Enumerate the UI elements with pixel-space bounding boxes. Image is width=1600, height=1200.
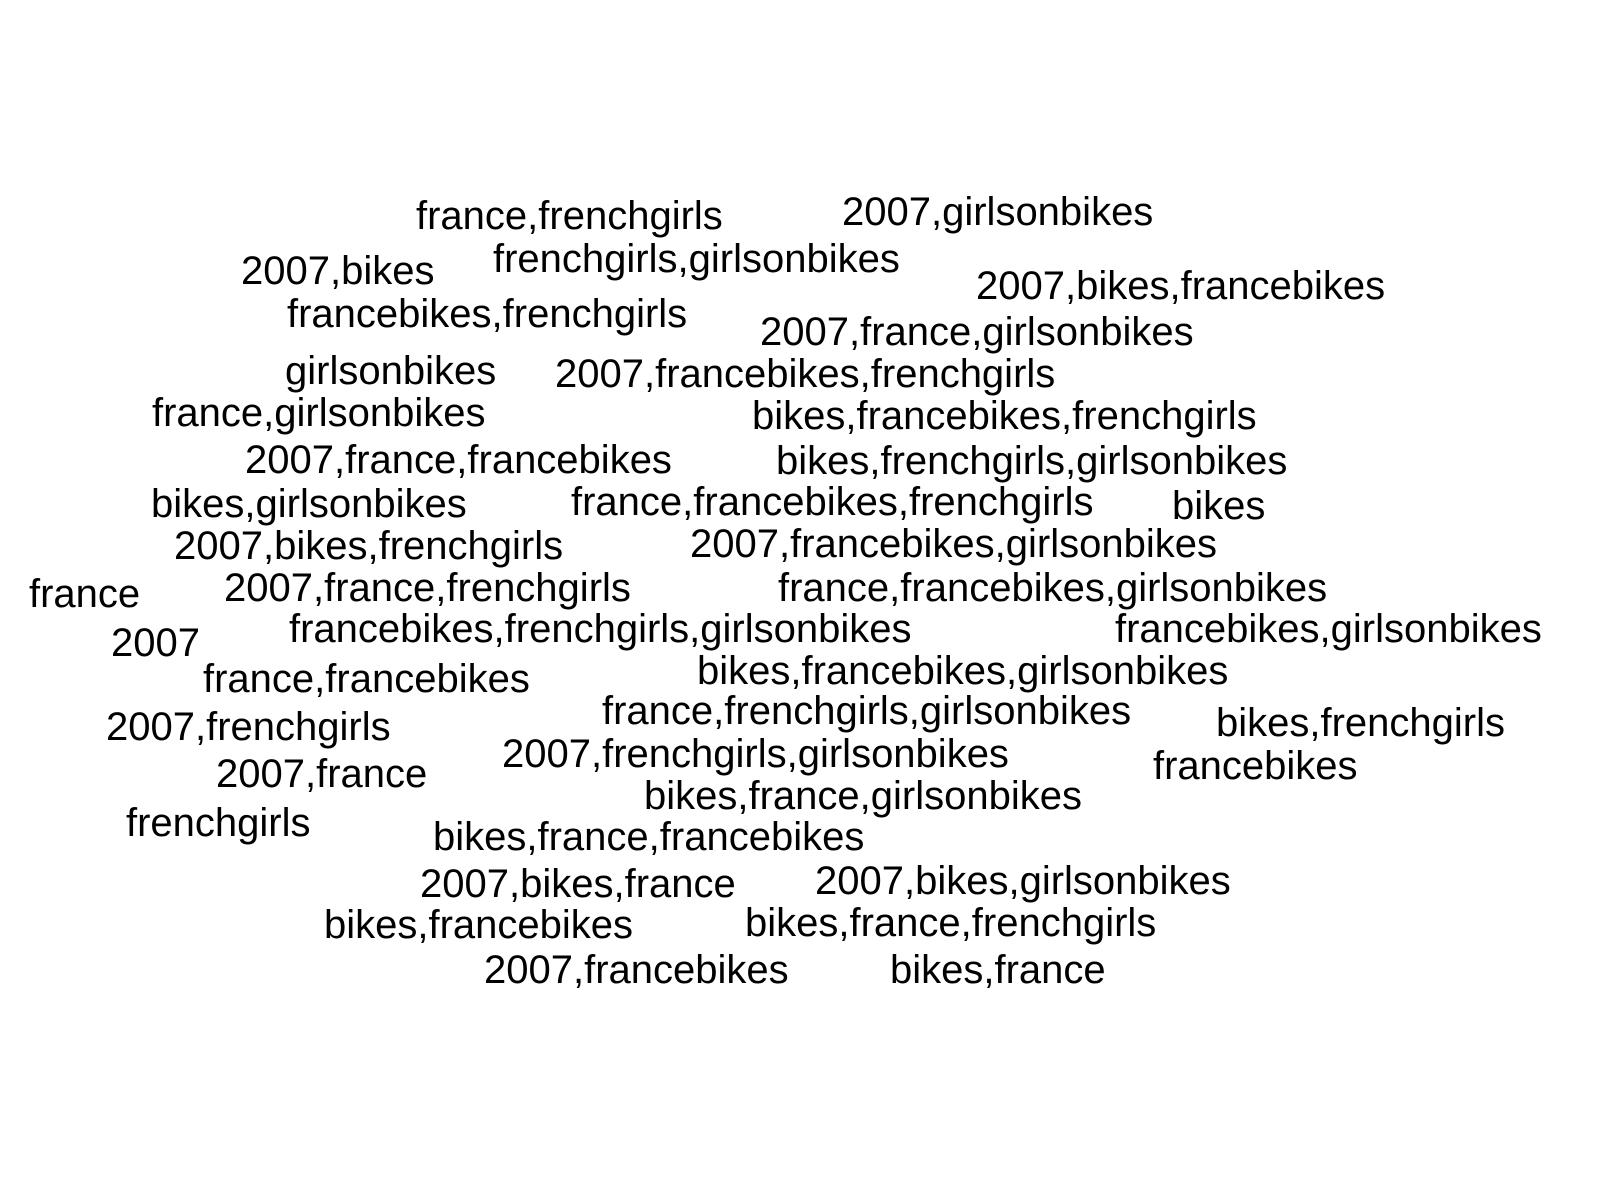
word-label: france,girlsonbikes — [152, 391, 486, 435]
word-label: 2007,bikes — [241, 249, 435, 293]
word-label: frenchgirls,girlsonbikes — [493, 237, 900, 281]
word-label: france,frenchgirls,girlsonbikes — [602, 689, 1132, 733]
word-label: bikes,france,frenchgirls — [745, 901, 1157, 945]
word-label: 2007,girlsonbikes — [842, 190, 1154, 234]
word-label: bikes,france,francebikes — [433, 815, 865, 859]
word-label: bikes,frenchgirls,girlsonbikes — [776, 439, 1288, 483]
word-label: 2007,francebikes — [484, 948, 789, 992]
word-label: bikes,francebikes — [324, 903, 634, 947]
word-label: bikes,frenchgirls — [1216, 701, 1506, 745]
word-label: 2007,france,francebikes — [245, 438, 672, 482]
word-label: francebikes,frenchgirls,girlsonbikes — [289, 607, 912, 651]
word-label: bikes,france — [890, 948, 1106, 992]
word-label: 2007,france,frenchgirls — [224, 566, 631, 610]
word-label: bikes,france,girlsonbikes — [644, 774, 1082, 818]
word-label: bikes,francebikes,frenchgirls — [752, 394, 1257, 438]
word-label: frenchgirls — [126, 801, 311, 845]
word-label: 2007,bikes,girlsonbikes — [815, 859, 1231, 903]
word-label: francebikes — [1153, 744, 1358, 788]
word-label: 2007,frenchgirls — [106, 705, 391, 749]
word-label: 2007,bikes,frenchgirls — [174, 524, 564, 568]
word-label: girlsonbikes — [285, 349, 497, 393]
word-label: 2007,francebikes,girlsonbikes — [690, 522, 1217, 566]
word-label: bikes,francebikes,girlsonbikes — [697, 649, 1229, 693]
word-label: bikes,girlsonbikes — [151, 482, 467, 526]
word-label: france,francebikes,frenchgirls — [571, 480, 1094, 524]
word-label: france,francebikes — [203, 657, 530, 701]
word-label: 2007,france — [216, 752, 428, 796]
word-label: francebikes,girlsonbikes — [1115, 607, 1542, 651]
word-label: bikes — [1172, 484, 1266, 528]
word-label: 2007 — [111, 621, 200, 665]
word-label: france — [29, 572, 141, 616]
word-label: 2007,bikes,france — [420, 862, 736, 906]
word-label: francebikes,frenchgirls — [287, 292, 688, 336]
word-label: 2007,france,girlsonbikes — [760, 310, 1194, 354]
word-label: france,frenchgirls — [416, 194, 723, 238]
word-label: france,francebikes,girlsonbikes — [778, 566, 1328, 610]
word-label: 2007,frenchgirls,girlsonbikes — [502, 732, 1009, 776]
word-label: 2007,francebikes,frenchgirls — [555, 352, 1056, 396]
word-label: 2007,bikes,francebikes — [976, 264, 1386, 308]
